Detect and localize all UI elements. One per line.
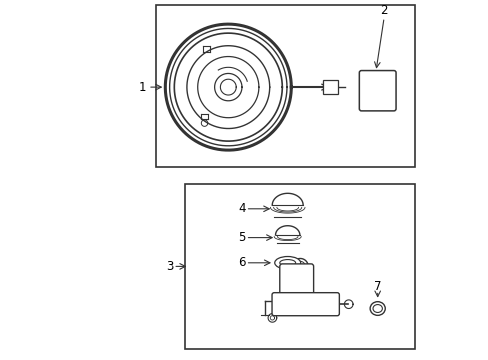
Text: 1: 1 [139, 81, 146, 94]
Ellipse shape [372, 305, 382, 312]
Text: 2: 2 [380, 4, 387, 17]
Text: 3: 3 [165, 260, 173, 273]
Ellipse shape [274, 256, 300, 269]
Ellipse shape [279, 260, 295, 266]
FancyBboxPatch shape [271, 293, 339, 316]
Bar [185, 184, 415, 349]
Text: 7: 7 [373, 280, 381, 293]
Ellipse shape [369, 302, 385, 315]
Bar [323, 80, 338, 94]
Text: 4: 4 [238, 202, 245, 215]
Text: 6: 6 [238, 256, 245, 269]
Bar [156, 5, 415, 167]
FancyBboxPatch shape [279, 264, 313, 296]
Text: 5: 5 [238, 231, 245, 244]
FancyBboxPatch shape [359, 71, 395, 111]
